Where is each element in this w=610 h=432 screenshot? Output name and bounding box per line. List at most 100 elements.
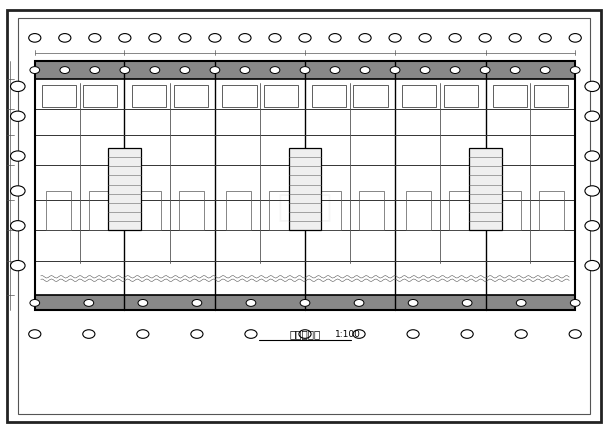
Bar — [402, 85, 437, 107]
Circle shape — [120, 67, 130, 73]
Bar — [46, 191, 71, 230]
Circle shape — [209, 34, 221, 42]
Bar — [289, 148, 321, 230]
Circle shape — [353, 330, 365, 338]
Circle shape — [462, 299, 472, 306]
Bar — [35, 61, 575, 79]
Circle shape — [299, 330, 311, 338]
Bar — [264, 85, 298, 107]
Circle shape — [138, 299, 148, 306]
Circle shape — [511, 67, 520, 73]
Circle shape — [539, 34, 551, 42]
Circle shape — [585, 260, 600, 271]
Text: 1:100: 1:100 — [336, 330, 361, 339]
Circle shape — [419, 34, 431, 42]
Circle shape — [239, 34, 251, 42]
Circle shape — [300, 67, 310, 73]
Circle shape — [180, 67, 190, 73]
Bar — [35, 295, 575, 311]
Bar — [406, 191, 431, 230]
Circle shape — [389, 34, 401, 42]
Circle shape — [569, 330, 581, 338]
Circle shape — [515, 330, 527, 338]
Bar — [469, 148, 501, 230]
Circle shape — [570, 299, 580, 306]
Bar — [539, 191, 564, 230]
Circle shape — [119, 34, 131, 42]
Circle shape — [585, 221, 600, 231]
Circle shape — [354, 299, 364, 306]
Circle shape — [29, 34, 41, 42]
Circle shape — [479, 34, 491, 42]
Circle shape — [10, 151, 25, 161]
Bar — [359, 191, 384, 230]
Circle shape — [480, 67, 490, 73]
Bar — [497, 191, 522, 230]
Text: 工元素: 工元素 — [278, 193, 332, 222]
Circle shape — [179, 34, 191, 42]
Circle shape — [192, 299, 202, 306]
Bar — [316, 191, 341, 230]
Circle shape — [585, 111, 600, 121]
Circle shape — [408, 299, 418, 306]
Circle shape — [89, 34, 101, 42]
Circle shape — [540, 67, 550, 73]
Bar — [173, 85, 208, 107]
Bar — [135, 191, 161, 230]
Circle shape — [150, 67, 160, 73]
Circle shape — [83, 330, 95, 338]
Bar — [449, 191, 475, 230]
Circle shape — [450, 67, 460, 73]
Circle shape — [137, 330, 149, 338]
Circle shape — [245, 330, 257, 338]
Bar — [83, 85, 117, 107]
Bar — [226, 191, 251, 230]
Text: 五层平面图: 五层平面图 — [289, 329, 321, 339]
Circle shape — [29, 330, 41, 338]
Bar — [534, 85, 568, 107]
Circle shape — [461, 330, 473, 338]
Circle shape — [149, 34, 161, 42]
Circle shape — [10, 186, 25, 196]
Circle shape — [569, 34, 581, 42]
Circle shape — [10, 81, 25, 92]
Circle shape — [191, 330, 203, 338]
Circle shape — [84, 299, 94, 306]
Bar — [109, 148, 141, 230]
Circle shape — [300, 299, 310, 306]
Circle shape — [330, 67, 340, 73]
Bar — [35, 61, 575, 311]
Circle shape — [585, 151, 600, 161]
Circle shape — [329, 34, 341, 42]
Circle shape — [299, 34, 311, 42]
Circle shape — [30, 299, 40, 306]
Circle shape — [210, 67, 220, 73]
Circle shape — [359, 34, 371, 42]
Bar — [443, 85, 478, 107]
Circle shape — [59, 34, 71, 42]
Circle shape — [60, 67, 70, 73]
Circle shape — [516, 299, 526, 306]
Bar — [179, 191, 204, 230]
Circle shape — [585, 186, 600, 196]
Circle shape — [10, 111, 25, 121]
Circle shape — [269, 34, 281, 42]
Bar — [269, 191, 294, 230]
Bar — [35, 295, 575, 311]
Bar — [88, 191, 113, 230]
Circle shape — [570, 67, 580, 73]
Circle shape — [90, 67, 99, 73]
Bar — [42, 85, 76, 107]
Bar — [312, 85, 346, 107]
Circle shape — [407, 330, 419, 338]
Circle shape — [10, 221, 25, 231]
Circle shape — [246, 299, 256, 306]
Bar — [35, 61, 575, 79]
Circle shape — [270, 67, 280, 73]
Circle shape — [420, 67, 430, 73]
Circle shape — [585, 81, 600, 92]
Circle shape — [30, 67, 40, 73]
Circle shape — [509, 34, 521, 42]
Circle shape — [240, 67, 250, 73]
Circle shape — [360, 67, 370, 73]
